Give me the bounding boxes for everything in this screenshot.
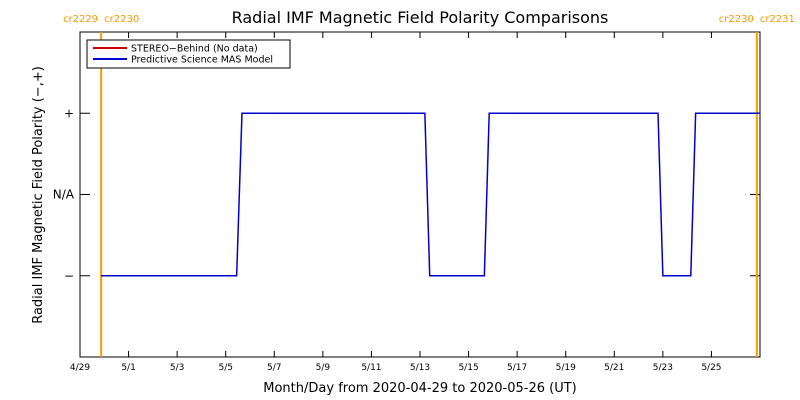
x-tick-label: 5/13 [410, 363, 430, 373]
x-tick-label: 5/21 [604, 363, 624, 373]
x-tick-label: 5/19 [556, 363, 576, 373]
chart-title: Radial IMF Magnetic Field Polarity Compa… [232, 8, 609, 27]
carrington-label-right: cr2231 [760, 14, 795, 25]
plot-frame [79, 31, 761, 358]
legend: STEREO−Behind (No data)Predictive Scienc… [86, 39, 291, 69]
legend-label: STEREO−Behind (No data) [131, 44, 258, 55]
y-tick-label: + [64, 106, 74, 120]
x-tick-label: 5/9 [316, 363, 331, 373]
legend-label: Predictive Science MAS Model [131, 55, 273, 66]
x-tick-label: 5/3 [170, 363, 184, 373]
x-tick-label: 5/5 [218, 363, 232, 373]
x-tick-label: 5/15 [458, 363, 478, 373]
x-tick-label: 5/17 [507, 363, 527, 373]
x-tick-label: 5/11 [361, 363, 381, 373]
y-tick-label: − [64, 269, 74, 283]
series-line-mas-model [101, 112, 760, 277]
x-tick-label: 5/25 [701, 363, 721, 373]
x-tick-label: 5/23 [653, 363, 673, 373]
x-axis-label: Month/Day from 2020-04-29 to 2020-05-26 … [263, 381, 576, 396]
carrington-label-left: cr2230 [719, 14, 754, 25]
x-tick-label: 4/29 [70, 363, 90, 373]
axis-ticks: 4/29 5/1 5/3 5/5 5/7 5/9 5/11 5/13 5/15 5/17 5/19 5… [53, 32, 760, 373]
x-tick-label: 5/7 [267, 363, 281, 373]
y-tick-label: N/A [53, 188, 75, 202]
carrington-label-left: cr2229 [63, 14, 98, 25]
legend-box [86, 39, 291, 69]
x-tick-label: 5/1 [121, 363, 135, 373]
carrington-markers: cr2229 cr2230 cr2230 cr2231 [63, 14, 795, 357]
series-lines [101, 112, 760, 277]
carrington-label-right: cr2230 [104, 14, 139, 25]
y-axis-label: Radial IMF Magnetic Field Polarity (−,+) [31, 66, 46, 324]
